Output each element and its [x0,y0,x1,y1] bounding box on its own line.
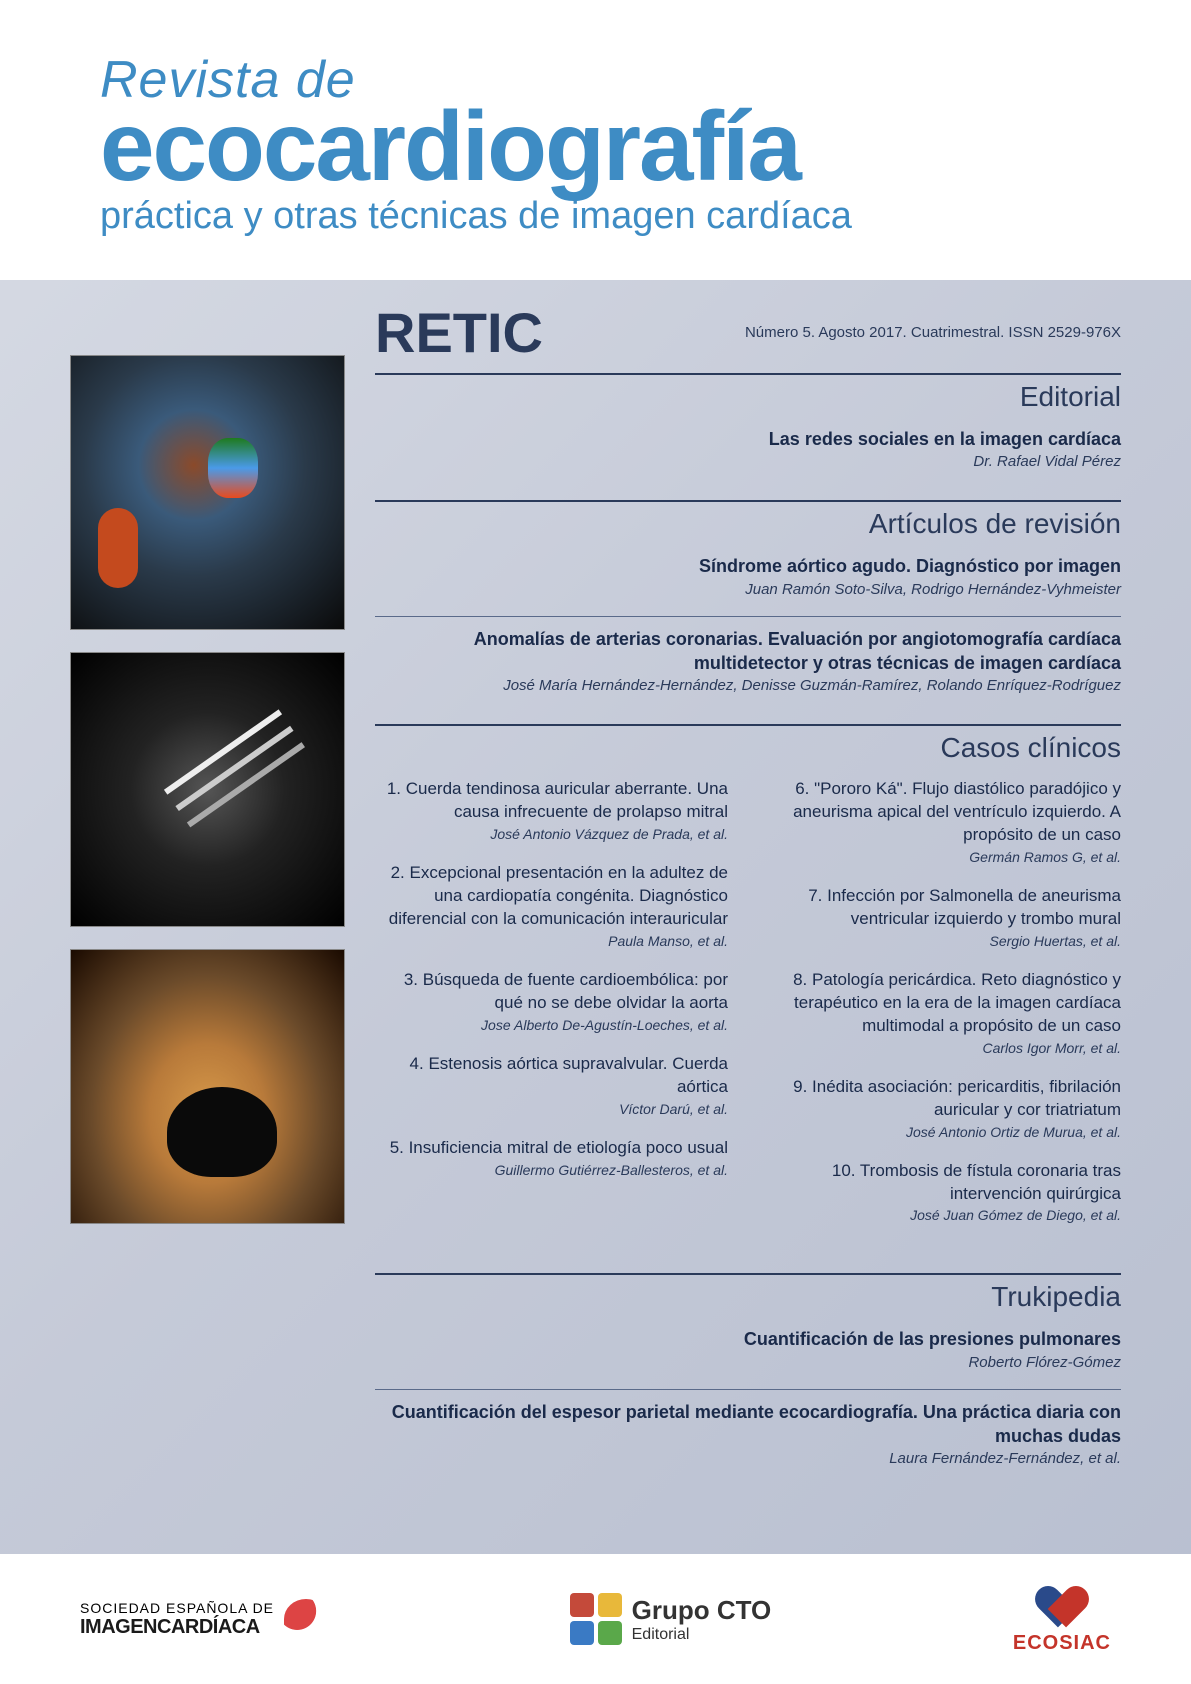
logo-ecosiac: ECOSIAC [1013,1584,1111,1655]
seic-line2: IMAGENCARDÍACA [80,1616,274,1639]
case-title: 8. Patología pericárdica. Reto diagnósti… [768,969,1121,1038]
section-revision: Artículos de revisión [375,500,1121,540]
case-title: 10. Trombosis de fístula coronaria tras … [768,1160,1121,1206]
case-1: 1. Cuerda tendinosa auricular aberrante.… [375,778,728,842]
image-column [70,300,345,1485]
case-title: 7. Infección por Salmonella de aneurisma… [768,885,1121,931]
case-author: Víctor Darú, et al. [375,1101,728,1117]
case-7: 7. Infección por Salmonella de aneurisma… [768,885,1121,949]
heart-icon [284,1599,328,1639]
case-author: José Antonio Vázquez de Prada, et al. [375,826,728,842]
case-author: Sergio Huertas, et al. [768,933,1121,949]
case-author: José Antonio Ortiz de Murua, et al. [768,1124,1121,1140]
retic-label: RETIC [375,300,543,365]
cases-left: 1. Cuerda tendinosa auricular aberrante.… [375,778,728,1243]
case-5: 5. Insuficiencia mitral de etiología poc… [375,1137,728,1178]
section-casos: Casos clínicos [375,724,1121,764]
header: Revista de ecocardiografía práctica y ot… [0,0,1191,280]
revision-article-1: Síndrome aórtico agudo. Diagnóstico por … [375,554,1121,597]
case-10: 10. Trombosis de fístula coronaria tras … [768,1160,1121,1224]
cover-image-1 [70,355,345,630]
case-3: 3. Búsqueda de fuente cardioembólica: po… [375,969,728,1033]
divider [375,1389,1121,1390]
case-2: 2. Excepcional presentación en la adulte… [375,862,728,949]
case-title: 5. Insuficiencia mitral de etiología poc… [375,1137,728,1160]
case-author: Carlos Igor Morr, et al. [768,1040,1121,1056]
cases-grid: 1. Cuerda tendinosa auricular aberrante.… [375,778,1121,1243]
cto-squares-icon [570,1593,622,1645]
article-title: Cuantificación del espesor parietal medi… [375,1400,1121,1449]
seic-line1: SOCIEDAD ESPAÑOLA DE [80,1600,274,1616]
trukipedia-1: Cuantificación de las presiones pulmonar… [375,1327,1121,1370]
article-title: Anomalías de arterias coronarias. Evalua… [375,627,1121,676]
case-author: Paula Manso, et al. [375,933,728,949]
article-author: Laura Fernández-Fernández, et al. [375,1450,1121,1467]
case-author: José Juan Gómez de Diego, et al. [768,1207,1121,1223]
issue-info: Número 5. Agosto 2017. Cuatrimestral. IS… [745,324,1121,341]
revision-article-2: Anomalías de arterias coronarias. Evalua… [375,627,1121,695]
case-title: 4. Estenosis aórtica supravalvular. Cuer… [375,1053,728,1099]
case-title: 3. Búsqueda de fuente cardioembólica: po… [375,969,728,1015]
ecosiac-heart-icon [1036,1584,1088,1630]
cto-line1: Grupo CTO [632,1595,772,1626]
ecosiac-label: ECOSIAC [1013,1632,1111,1655]
article-author: Dr. Rafael Vidal Pérez [375,453,1121,470]
case-8: 8. Patología pericárdica. Reto diagnósti… [768,969,1121,1056]
article-title: Síndrome aórtico agudo. Diagnóstico por … [375,554,1121,578]
article-title: Las redes sociales en la imagen cardíaca [375,427,1121,451]
toc-column: RETIC Número 5. Agosto 2017. Cuatrimestr… [375,300,1121,1485]
case-author: Germán Ramos G, et al. [768,849,1121,865]
cases-right: 6. "Pororo Ká". Flujo diastólico paradój… [768,778,1121,1243]
content: RETIC Número 5. Agosto 2017. Cuatrimestr… [0,280,1191,1485]
case-title: 1. Cuerda tendinosa auricular aberrante.… [375,778,728,824]
case-title: 2. Excepcional presentación en la adulte… [375,862,728,931]
title-line2: ecocardiografía [100,90,1121,203]
cover-image-3 [70,949,345,1224]
case-title: 6. "Pororo Ká". Flujo diastólico paradój… [768,778,1121,847]
logo-seic: SOCIEDAD ESPAÑOLA DE IMAGENCARDÍACA [80,1599,328,1639]
logo-cto: Grupo CTO Editorial [570,1593,772,1645]
cover-image-2 [70,652,345,927]
case-9: 9. Inédita asociación: pericarditis, fib… [768,1076,1121,1140]
article-title: Cuantificación de las presiones pulmonar… [375,1327,1121,1351]
article-author: José María Hernández-Hernández, Denisse … [375,677,1121,694]
case-author: Guillermo Gutiérrez-Ballesteros, et al. [375,1162,728,1178]
case-author: Jose Alberto De-Agustín-Loeches, et al. [375,1017,728,1033]
divider [375,616,1121,617]
case-title: 9. Inédita asociación: pericarditis, fib… [768,1076,1121,1122]
editorial-article: Las redes sociales en la imagen cardíaca… [375,427,1121,470]
cto-line2: Editorial [632,1626,772,1644]
section-trukipedia: Trukipedia [375,1273,1121,1313]
footer: SOCIEDAD ESPAÑOLA DE IMAGENCARDÍACA Grup… [0,1554,1191,1684]
subtitle: práctica y otras técnicas de imagen card… [100,195,1121,238]
case-4: 4. Estenosis aórtica supravalvular. Cuer… [375,1053,728,1117]
trukipedia-2: Cuantificación del espesor parietal medi… [375,1400,1121,1468]
section-editorial: Editorial [375,373,1121,413]
article-author: Roberto Flórez-Gómez [375,1354,1121,1371]
case-6: 6. "Pororo Ká". Flujo diastólico paradój… [768,778,1121,865]
article-author: Juan Ramón Soto-Silva, Rodrigo Hernández… [375,581,1121,598]
